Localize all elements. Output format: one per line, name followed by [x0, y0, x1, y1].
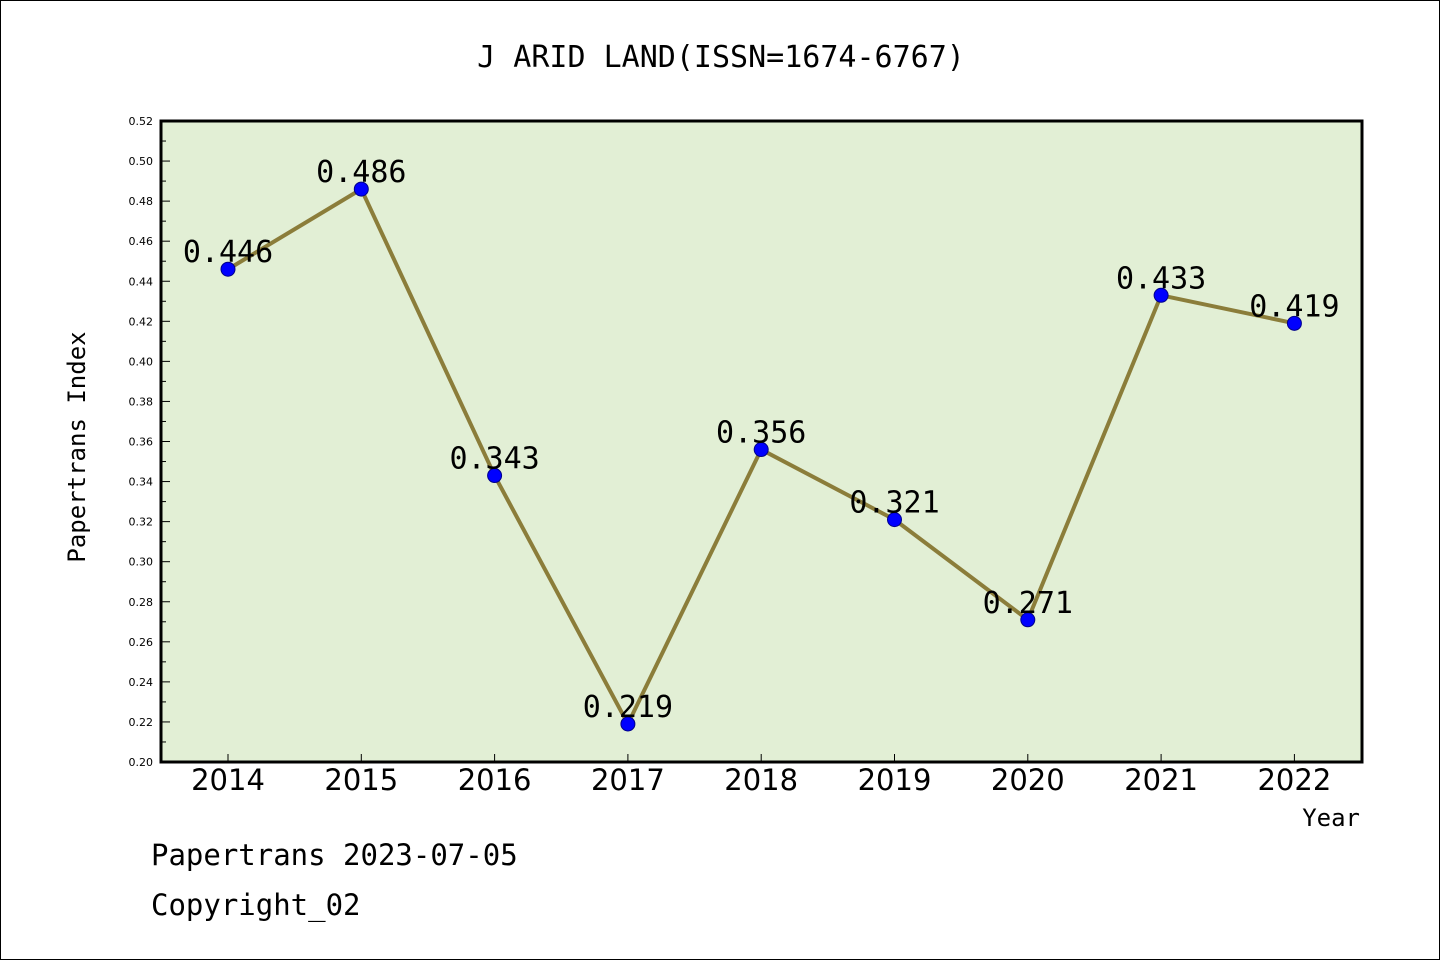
y-tick-label: 0.34: [129, 476, 154, 489]
data-point-marker: [620, 716, 636, 732]
y-axis-ticks: 0.20 0.22 0.24 0.26 0.28 0.30 0.32 0.34 0.36 0.38…: [129, 115, 170, 769]
data-label: 0.321: [849, 486, 939, 521]
y-tick-label: 0.42: [129, 315, 154, 328]
data-point-marker: [887, 512, 902, 528]
x-tick-label: 2015: [324, 763, 398, 797]
data-point-marker: [753, 442, 769, 458]
y-tick-label: 0.48: [129, 195, 154, 208]
y-tick-label: 0.22: [129, 716, 154, 729]
data-label: 0.433: [1116, 261, 1206, 296]
footer-date-text: Papertrans 2023-07-05: [151, 838, 518, 872]
data-point-marker: [1153, 287, 1169, 303]
y-axis-label: Papertrans Index: [63, 331, 91, 562]
x-tick-label: 2017: [591, 763, 665, 797]
y-tick-label: 0.46: [129, 235, 154, 248]
data-label: 0.271: [983, 586, 1073, 621]
y-tick-label: 0.32: [129, 516, 154, 529]
data-point-marker: [1286, 315, 1302, 331]
data-label: 0.356: [716, 416, 806, 451]
data-label: 0.419: [1249, 289, 1339, 324]
x-axis-ticks: 2014 2015 2016 2017 2018 2019 2020 2021 2022: [191, 754, 1331, 797]
y-tick-label: 0.24: [129, 676, 154, 689]
y-tick-label: 0.36: [129, 436, 154, 449]
data-label: 0.219: [583, 690, 673, 725]
x-tick-label: 2022: [1257, 763, 1331, 797]
data-point-marker: [353, 181, 369, 197]
x-tick-label: 2021: [1124, 763, 1198, 797]
y-tick-label: 0.26: [129, 636, 154, 649]
x-tick-label: 2018: [724, 763, 798, 797]
series-layer: 0.446 0.486 0.343 0.219 0.356 0.321 0.271 0.433…: [183, 155, 1340, 732]
y-tick-label: 0.40: [129, 355, 154, 368]
data-point-marker: [1020, 612, 1036, 628]
y-tick-label: 0.38: [129, 395, 154, 408]
y-tick-label: 0.30: [129, 556, 154, 569]
data-label: 0.446: [183, 235, 273, 270]
x-tick-label: 2016: [458, 763, 532, 797]
plot-border: [159, 119, 1364, 764]
data-point-marker: [487, 468, 503, 484]
chart-title: J ARID LAND(ISSN=1674-6767): [477, 40, 965, 75]
y-tick-label: 0.44: [129, 275, 154, 288]
data-label: 0.343: [449, 442, 539, 477]
data-point-marker: [220, 261, 236, 277]
x-tick-label: 2019: [858, 763, 932, 797]
x-tick-label: 2020: [991, 763, 1065, 797]
x-tick-label: 2014: [191, 763, 265, 797]
plot-area: [161, 121, 1362, 762]
y-tick-label: 0.20: [129, 756, 154, 769]
footer-copyright-text: Copyright_02: [151, 888, 361, 923]
data-label: 0.486: [316, 155, 406, 190]
y-tick-label: 0.28: [129, 596, 154, 609]
y-tick-label: 0.52: [129, 115, 154, 128]
x-axis-label: Year: [1302, 804, 1360, 832]
y-tick-label: 0.50: [129, 155, 154, 168]
